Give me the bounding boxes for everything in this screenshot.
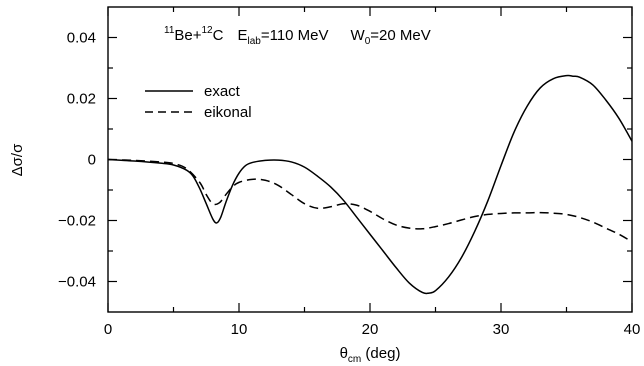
x-tick-label: 40 (624, 321, 641, 338)
legend-label-eikonal: eikonal (204, 104, 252, 121)
plot-frame (107, 6, 633, 313)
x-tick-label: 30 (493, 321, 510, 338)
legend: exact eikonal (145, 83, 252, 121)
legend-label-exact: exact (204, 83, 241, 100)
x-tick-label: 0 (104, 321, 112, 338)
y-tick-label: −0.02 (58, 213, 96, 230)
x-axis-label: θcm (deg) (340, 345, 401, 365)
series-line-exact (108, 74, 632, 295)
y-tick-label: 0.04 (67, 30, 96, 47)
y-tick-label: −0.04 (58, 274, 96, 291)
x-tick-label: 20 (362, 321, 379, 338)
y-tick-label: 0.02 (67, 91, 96, 108)
x-tick-label: 10 (231, 321, 248, 338)
series-layer (108, 74, 632, 295)
series-line-eikonal (108, 158, 632, 243)
axis-ticks (107, 7, 633, 312)
tick-labels: 0 10 20 30 40 −0.04 −0.02 0 0.02 0.04 (58, 30, 640, 339)
y-tick-label: 0 (88, 152, 96, 169)
y-axis-label: Δσ/σ (9, 143, 26, 176)
chart-annotation: 11Be+12C Elab=110 MeV W0=20 MeV (164, 25, 431, 47)
